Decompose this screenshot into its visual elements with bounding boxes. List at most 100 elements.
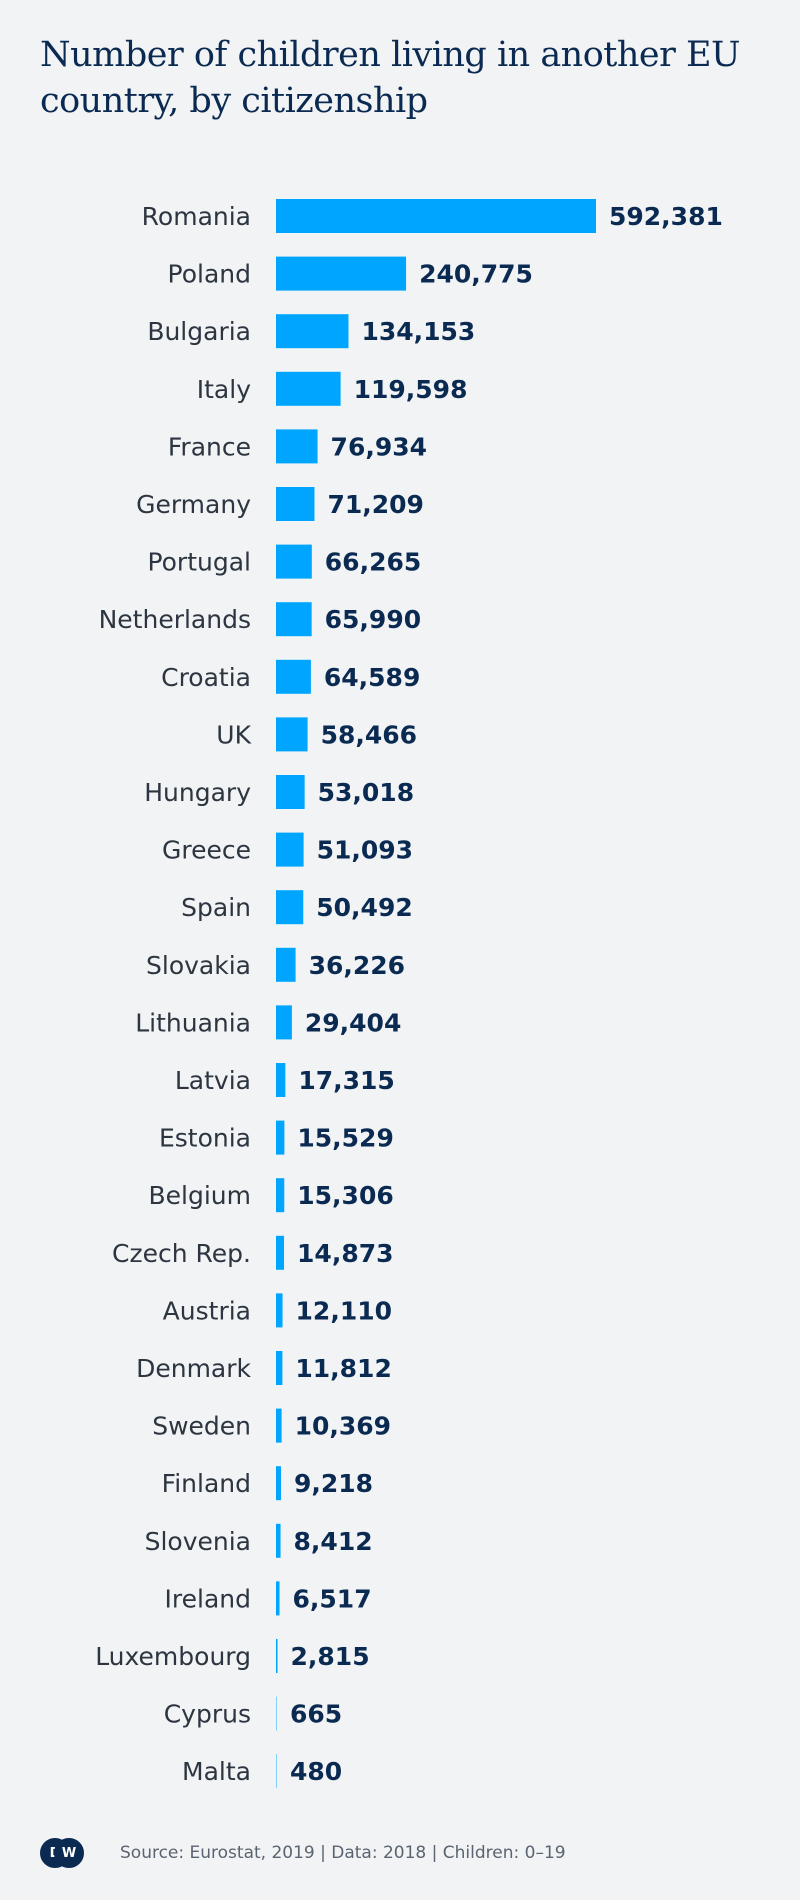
value-label: 71,209 bbox=[327, 490, 423, 519]
bar-row: Portugal 66,265 bbox=[147, 544, 421, 579]
bar bbox=[276, 1293, 283, 1328]
bar bbox=[276, 832, 304, 867]
bar-row: Lithuania 29,404 bbox=[135, 1005, 401, 1040]
bar bbox=[276, 1466, 281, 1501]
category-label: Latvia bbox=[175, 1066, 251, 1095]
value-label: 9,218 bbox=[294, 1469, 373, 1498]
bar bbox=[276, 1639, 278, 1673]
category-label: Bulgaria bbox=[147, 317, 251, 346]
category-label: UK bbox=[216, 720, 251, 749]
value-label: 15,306 bbox=[297, 1181, 393, 1210]
bar-row: France 76,934 bbox=[168, 429, 427, 464]
category-label: Hungary bbox=[144, 778, 251, 807]
value-label: 12,110 bbox=[296, 1296, 392, 1325]
bar-row: Croatia 64,589 bbox=[161, 659, 420, 694]
value-label: 119,598 bbox=[354, 375, 468, 404]
bar bbox=[276, 890, 304, 925]
category-label: Croatia bbox=[161, 663, 251, 692]
bar bbox=[276, 1120, 285, 1155]
value-label: 14,873 bbox=[297, 1239, 393, 1268]
bar bbox=[276, 1178, 285, 1213]
value-label: 50,492 bbox=[316, 893, 412, 922]
category-label: Luxembourg bbox=[95, 1642, 251, 1671]
bar bbox=[276, 256, 407, 291]
value-label: 2,815 bbox=[291, 1642, 370, 1671]
bar-row: Romania 592,381 bbox=[142, 199, 723, 233]
value-label: 53,018 bbox=[318, 778, 414, 807]
bar bbox=[276, 199, 596, 233]
bar bbox=[276, 1581, 280, 1616]
category-label: Sweden bbox=[152, 1412, 251, 1441]
bar-row: Czech Rep. 14,873 bbox=[112, 1235, 394, 1270]
value-label: 15,529 bbox=[297, 1124, 393, 1153]
category-label: Czech Rep. bbox=[112, 1239, 251, 1268]
bar-row: Latvia 17,315 bbox=[175, 1063, 395, 1097]
bar-row: Bulgaria 134,153 bbox=[147, 314, 475, 349]
category-label: Malta bbox=[182, 1757, 251, 1786]
value-label: 66,265 bbox=[325, 548, 421, 577]
category-label: Slovenia bbox=[145, 1527, 251, 1556]
bar bbox=[276, 314, 349, 349]
category-label: Denmark bbox=[136, 1354, 251, 1383]
bar bbox=[276, 659, 311, 694]
category-label: Ireland bbox=[165, 1584, 251, 1613]
bar-row: Belgium 15,306 bbox=[149, 1178, 394, 1213]
bar bbox=[276, 717, 308, 752]
bar bbox=[276, 1005, 292, 1040]
category-label: Italy bbox=[197, 375, 251, 404]
source-note: Source: Eurostat, 2019 | Data: 2018 | Ch… bbox=[120, 1843, 566, 1863]
bar-row: Hungary 53,018 bbox=[144, 775, 414, 809]
bar-row: Sweden 10,369 bbox=[152, 1408, 391, 1443]
bar-row: Finland 9,218 bbox=[162, 1466, 373, 1501]
category-label: Greece bbox=[162, 836, 251, 865]
bar-row: Slovakia 36,226 bbox=[146, 947, 405, 982]
bar bbox=[276, 371, 341, 406]
bar bbox=[276, 1235, 285, 1270]
value-label: 65,990 bbox=[325, 605, 421, 634]
category-label: Cyprus bbox=[164, 1700, 251, 1729]
bar bbox=[276, 1754, 277, 1789]
value-label: 64,589 bbox=[324, 663, 420, 692]
chart-title: Number of children living in another EU … bbox=[40, 35, 741, 121]
value-label: 11,812 bbox=[295, 1354, 391, 1383]
bar-row: Netherlands 65,990 bbox=[99, 602, 421, 637]
bar bbox=[276, 487, 315, 521]
bar-row: Cyprus 665 bbox=[164, 1696, 342, 1731]
category-label: Lithuania bbox=[135, 1008, 251, 1037]
value-label: 10,369 bbox=[295, 1412, 391, 1441]
value-label: 51,093 bbox=[317, 836, 413, 865]
bar-row: Poland 240,775 bbox=[168, 256, 533, 291]
bar bbox=[276, 775, 305, 809]
bar-row: Denmark 11,812 bbox=[136, 1351, 392, 1385]
bar-row: Germany 71,209 bbox=[136, 487, 424, 521]
dw-logo: D W bbox=[40, 1838, 84, 1868]
value-label: 29,404 bbox=[305, 1008, 401, 1037]
category-label: Belgium bbox=[149, 1181, 252, 1210]
value-label: 665 bbox=[290, 1700, 342, 1729]
bar bbox=[276, 1408, 282, 1443]
category-label: Estonia bbox=[159, 1124, 251, 1153]
category-label: Poland bbox=[168, 260, 251, 289]
bar bbox=[276, 544, 312, 579]
value-label: 17,315 bbox=[298, 1066, 394, 1095]
category-label: France bbox=[168, 432, 251, 461]
value-label: 76,934 bbox=[331, 432, 427, 461]
category-label: Spain bbox=[181, 893, 251, 922]
bar-row: Austria 12,110 bbox=[163, 1293, 392, 1328]
bar-row: Malta 480 bbox=[182, 1754, 342, 1789]
bar bbox=[276, 602, 312, 637]
bar bbox=[276, 1351, 283, 1385]
category-label: Germany bbox=[136, 490, 251, 519]
value-label: 592,381 bbox=[609, 202, 723, 231]
bar bbox=[276, 429, 318, 464]
value-label: 36,226 bbox=[309, 951, 405, 980]
bar-row: Spain 50,492 bbox=[181, 890, 413, 925]
bar-row: Italy 119,598 bbox=[197, 371, 468, 406]
category-label: Portugal bbox=[147, 548, 251, 577]
bar-row: Greece 51,093 bbox=[162, 832, 413, 867]
bar bbox=[276, 947, 296, 982]
category-label: Romania bbox=[142, 202, 251, 231]
bar bbox=[276, 1063, 286, 1097]
category-label: Slovakia bbox=[146, 951, 251, 980]
category-label: Finland bbox=[162, 1469, 251, 1498]
